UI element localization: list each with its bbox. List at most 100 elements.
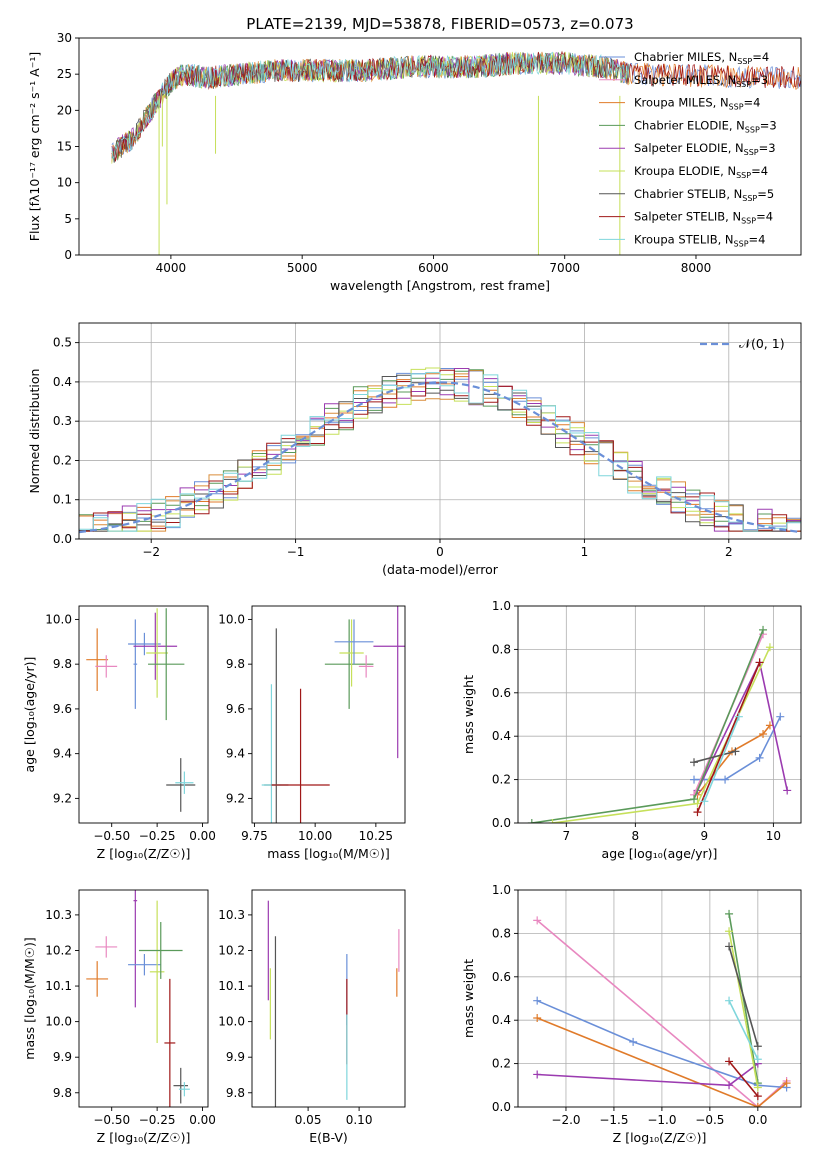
x-tick-label: 10.00 xyxy=(298,829,332,843)
y-tick-label: 9.2 xyxy=(226,791,245,805)
series-marker xyxy=(548,819,557,823)
y-tick-label: 9.4 xyxy=(53,747,72,761)
plot-area xyxy=(86,890,190,1107)
histogram-step xyxy=(79,369,801,532)
x-tick-label: 0.05 xyxy=(295,1113,322,1127)
series-marker xyxy=(753,1083,762,1092)
series-marker xyxy=(533,1014,542,1023)
x-tick-label: −0.50 xyxy=(93,829,130,843)
axes-frame xyxy=(78,605,209,824)
y-tick-label: 0.2 xyxy=(492,1057,511,1071)
panel-mass-vs-ebv: 0.05 0.10 9.8 9.9 10.0 10.1 10.2 10.3 E(B-V) xyxy=(218,889,406,1145)
series-marker xyxy=(753,1055,762,1064)
y-tick-label: 10.0 xyxy=(218,1015,245,1029)
panel-age-vs-mass: 9.75 10.00 10.25 9.2 9.4 9.6 9.8 10.0 mass [log₁… xyxy=(218,605,406,861)
y-axis-label: Normed distribution xyxy=(27,369,42,494)
y-tick-label: 30 xyxy=(57,31,72,45)
plot-area xyxy=(111,50,801,255)
series-line xyxy=(728,1000,759,1060)
series-marker xyxy=(690,775,699,784)
y-tick-label: 9.8 xyxy=(226,657,245,671)
series-line xyxy=(696,662,761,813)
x-tick-label: −1.0 xyxy=(647,1113,676,1127)
y-tick-label: 10.0 xyxy=(45,612,72,626)
spectrum-line xyxy=(111,52,630,163)
series-marker xyxy=(533,996,542,1005)
legend-label: Chabrier ELODIE, NSSP=3 xyxy=(634,118,777,134)
series-marker xyxy=(690,795,699,804)
y-tick-label: 0.4 xyxy=(492,1013,511,1027)
x-tick-label: −2.0 xyxy=(551,1113,580,1127)
x-tick-label: 7000 xyxy=(549,261,580,275)
legend-label: Salpeter ELODIE, NSSP=3 xyxy=(634,141,776,157)
histogram-step xyxy=(79,369,801,532)
x-axis-label: wavelength [Angstrom, rest frame] xyxy=(330,278,550,293)
y-tick-label: 10.0 xyxy=(45,1015,72,1029)
series-line xyxy=(728,1060,759,1097)
series-marker xyxy=(533,916,542,925)
figure-title: PLATE=2139, MJD=53878, FIBERID=0573, z=0… xyxy=(246,15,633,33)
x-tick-label: 2 xyxy=(725,545,733,559)
series-marker xyxy=(533,1070,542,1079)
series-line xyxy=(703,716,740,802)
x-tick-label: 9 xyxy=(701,829,709,843)
y-tick-label: 9.4 xyxy=(226,747,245,761)
series-line xyxy=(728,931,759,1088)
axes-frame xyxy=(517,889,802,1108)
y-tick-label: 0.0 xyxy=(492,816,511,830)
legend-label: Kroupa MILES, NSSP=4 xyxy=(634,96,760,112)
series-marker xyxy=(734,712,743,721)
panel-weight-vs-age: 7 8 9 10 0.0 0.2 0.4 0.6 0.8 1.0 age [log₁₀(age/yr… xyxy=(461,599,802,861)
y-tick-label: 0.3 xyxy=(53,414,72,428)
legend-label: Salpeter MILES, NSSP=3 xyxy=(634,73,768,89)
y-tick-label: 10.3 xyxy=(218,908,245,922)
y-axis-label: mass [log₁₀(M/M☉)] xyxy=(22,937,37,1059)
histogram-step xyxy=(79,374,801,532)
x-axis-label: Z [log₁₀(Z/Z☉)] xyxy=(613,1130,707,1145)
y-tick-label: 1.0 xyxy=(492,883,511,897)
x-axis-label: mass [log₁₀(M/M☉)] xyxy=(267,846,389,861)
plot-area xyxy=(527,625,792,823)
y-tick-label: 10.3 xyxy=(45,908,72,922)
x-tick-label: 9.75 xyxy=(241,829,268,843)
y-axis-label: age [log₁₀(age/yr)] xyxy=(22,657,37,773)
series-marker xyxy=(725,1057,734,1066)
axes-frame xyxy=(517,605,802,824)
y-tick-label: 15 xyxy=(57,140,72,154)
series-marker xyxy=(721,775,730,784)
x-tick-label: 5000 xyxy=(287,261,318,275)
x-tick-label: 1 xyxy=(581,545,589,559)
x-tick-label: −1.5 xyxy=(599,1113,628,1127)
series-line xyxy=(728,946,759,1047)
x-tick-label: 0 xyxy=(436,545,444,559)
series-line xyxy=(693,750,736,763)
x-tick-label: 7 xyxy=(562,829,570,843)
y-tick-label: 9.8 xyxy=(226,1086,245,1100)
y-tick-label: 9.9 xyxy=(226,1050,245,1064)
plot-area xyxy=(79,367,801,534)
histogram-step xyxy=(79,368,801,532)
y-tick-label: 0.4 xyxy=(53,375,72,389)
series-line xyxy=(536,1017,788,1107)
panel-age-vs-Z: −0.50 −0.25 0.00 9.2 9.4 9.6 9.8 10.0 Z [log₁₀(Z… xyxy=(22,605,216,861)
x-tick-label: 6000 xyxy=(418,261,449,275)
series-marker xyxy=(759,730,768,739)
x-tick-label: 10.25 xyxy=(359,829,393,843)
series-marker xyxy=(725,996,734,1005)
series-marker xyxy=(753,1092,762,1101)
y-tick-label: 0.8 xyxy=(492,926,511,940)
series-marker xyxy=(753,1103,762,1107)
y-tick-label: 0.5 xyxy=(53,336,72,350)
y-tick-label: 9.6 xyxy=(53,702,72,716)
y-tick-label: 9.2 xyxy=(53,791,72,805)
x-tick-label: 8 xyxy=(632,829,640,843)
y-axis-label: mass weight xyxy=(461,675,476,754)
x-axis-label: age [log₁₀(age/yr)] xyxy=(602,846,718,861)
y-tick-label: 0.8 xyxy=(492,642,511,656)
y-tick-label: 10.0 xyxy=(218,612,245,626)
x-tick-label: −0.50 xyxy=(93,1113,130,1127)
y-tick-label: 10.1 xyxy=(218,979,245,993)
plot-area xyxy=(86,608,196,812)
spectrum-line xyxy=(111,50,801,162)
